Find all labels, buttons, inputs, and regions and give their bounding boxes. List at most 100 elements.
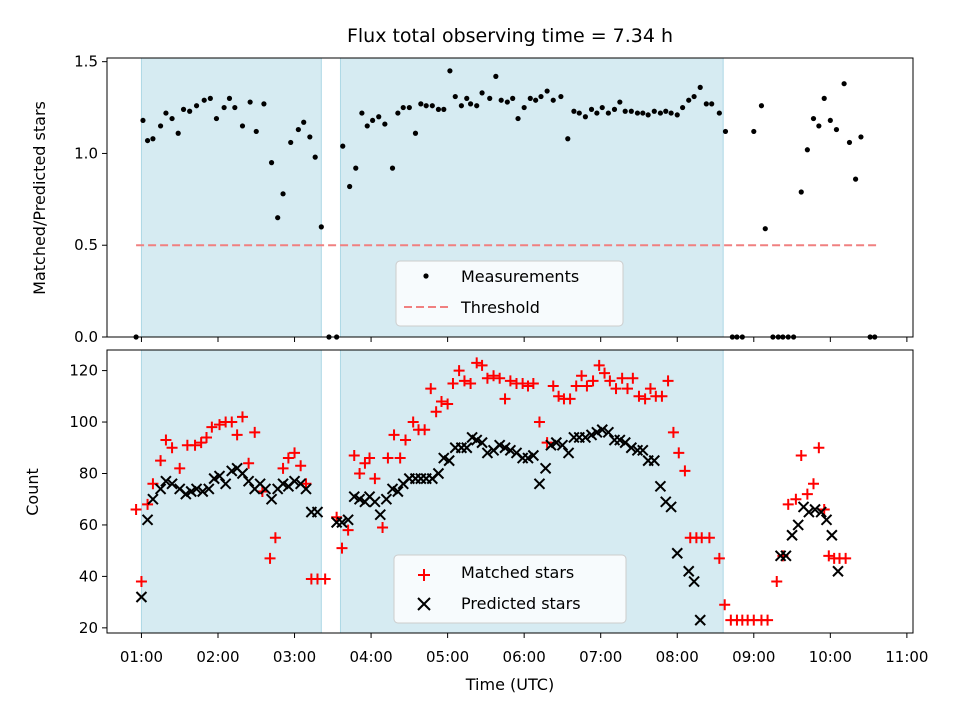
measurement-point (841, 81, 847, 87)
bottom-panel: 20 40 60 80 100 120 01:00 02:00 03:00 04:00 05:00… (23, 349, 928, 694)
bottom-legend: Matched stars Predicted stars (393, 554, 627, 624)
matched-star-point (174, 462, 186, 474)
matched-star-point (447, 377, 459, 389)
matched-star-point (481, 372, 493, 384)
predicted-star-point (236, 467, 249, 480)
matched-star-point (425, 383, 437, 395)
measurement-point (810, 115, 817, 122)
measurement-point (663, 108, 669, 114)
predicted-star-point (213, 470, 226, 482)
measurement-point (515, 115, 521, 122)
measurement-point (798, 189, 804, 195)
predicted-star-point (671, 547, 683, 559)
matched-star-point (300, 478, 312, 490)
measurement-point (261, 101, 267, 107)
observing-span-1 (140, 57, 322, 338)
matched-star-point (813, 442, 825, 454)
x-tick-label: 11:00 (885, 648, 928, 666)
matched-star-point (155, 455, 167, 467)
measurement-point (295, 126, 301, 133)
matched-star-point (400, 434, 412, 446)
predicted-star-point (527, 449, 540, 462)
matched-star-point (719, 599, 731, 611)
measurement-point (582, 114, 588, 120)
matched-star-point (840, 552, 852, 564)
measurement-point (521, 104, 527, 111)
matched-star-point (382, 452, 394, 464)
matched-star-point (435, 395, 447, 407)
matched-star-point (458, 375, 470, 387)
matched-star-point (644, 383, 656, 395)
measurement-point (370, 117, 376, 124)
measurement-point (275, 215, 281, 221)
y-tick-label: 100 (69, 413, 98, 431)
measurement-point (697, 84, 703, 90)
measurement-point (479, 90, 485, 96)
measurement-point (493, 73, 499, 79)
predicted-star-point (809, 503, 821, 516)
measurement-point (576, 110, 582, 116)
measurement-point (640, 110, 646, 116)
matched-star-point (264, 552, 276, 564)
x-tick-label: 01:00 (120, 648, 163, 666)
matched-star-point (587, 375, 599, 387)
measurement-point (852, 176, 859, 182)
predicted-star-point (443, 454, 455, 467)
measurement-point (157, 123, 164, 129)
y-tick-label: 0.0 (74, 328, 98, 346)
matched-star-point (639, 393, 651, 405)
measurement-point (376, 114, 382, 120)
matched-star-point (553, 390, 565, 402)
matched-star-point (762, 614, 774, 626)
matched-star-point (206, 421, 218, 433)
measurement-point (447, 68, 453, 74)
predicted-star-point (786, 529, 798, 541)
matched-star-point (354, 467, 366, 479)
x-tick-label: 04:00 (349, 648, 392, 666)
measurement-point (353, 165, 359, 171)
chart-title: Flux total observing time = 7.34 h (347, 25, 673, 47)
predicted-star-point (815, 506, 827, 518)
matched-star-point (522, 380, 534, 392)
x-tick-label: 09:00 (732, 648, 775, 666)
matched-star-point (407, 416, 419, 428)
matched-star-point (713, 552, 725, 564)
predicted-star-point (683, 565, 695, 577)
x-tick-label: 03:00 (273, 648, 316, 666)
y-tick-label: 60 (79, 516, 98, 534)
predicted-star-point (259, 483, 272, 495)
measurement-point (762, 226, 768, 232)
legend-threshold-label: Threshold (460, 298, 540, 317)
top-legend-box (395, 260, 624, 327)
predicted-star-point (550, 436, 563, 449)
measurement-point (144, 137, 151, 144)
matched-star-point (476, 359, 488, 371)
x-tick-label: 02:00 (196, 648, 239, 666)
matched-star-point (570, 380, 582, 392)
matched-star-point (243, 457, 255, 469)
predicted-star-point (562, 447, 575, 459)
measurement-point (288, 139, 294, 146)
predicted-star-point (342, 514, 354, 526)
measurement-point (239, 123, 246, 129)
predicted-star-point (596, 424, 608, 436)
predicted-star-point (648, 454, 660, 467)
matched-star-point (527, 377, 539, 389)
measurement-point (193, 103, 200, 109)
measurement-point (804, 147, 810, 153)
measurement-point (180, 106, 187, 112)
legend-measurements-label: Measurements (461, 267, 579, 286)
measurement-point (821, 95, 827, 101)
top-x-ticks (140, 337, 908, 342)
measurement-point (680, 104, 686, 111)
measurement-point (340, 143, 346, 149)
legend-predicted-marker (417, 597, 431, 611)
measurement-point (429, 103, 435, 109)
predicted-star-point (300, 483, 312, 495)
y-tick-label: 40 (79, 567, 98, 585)
measurement-point (312, 154, 318, 160)
measurement-point (617, 99, 623, 105)
measurement-point (232, 104, 238, 111)
observing-span-1 (140, 349, 322, 634)
matched-star-point (348, 449, 360, 461)
